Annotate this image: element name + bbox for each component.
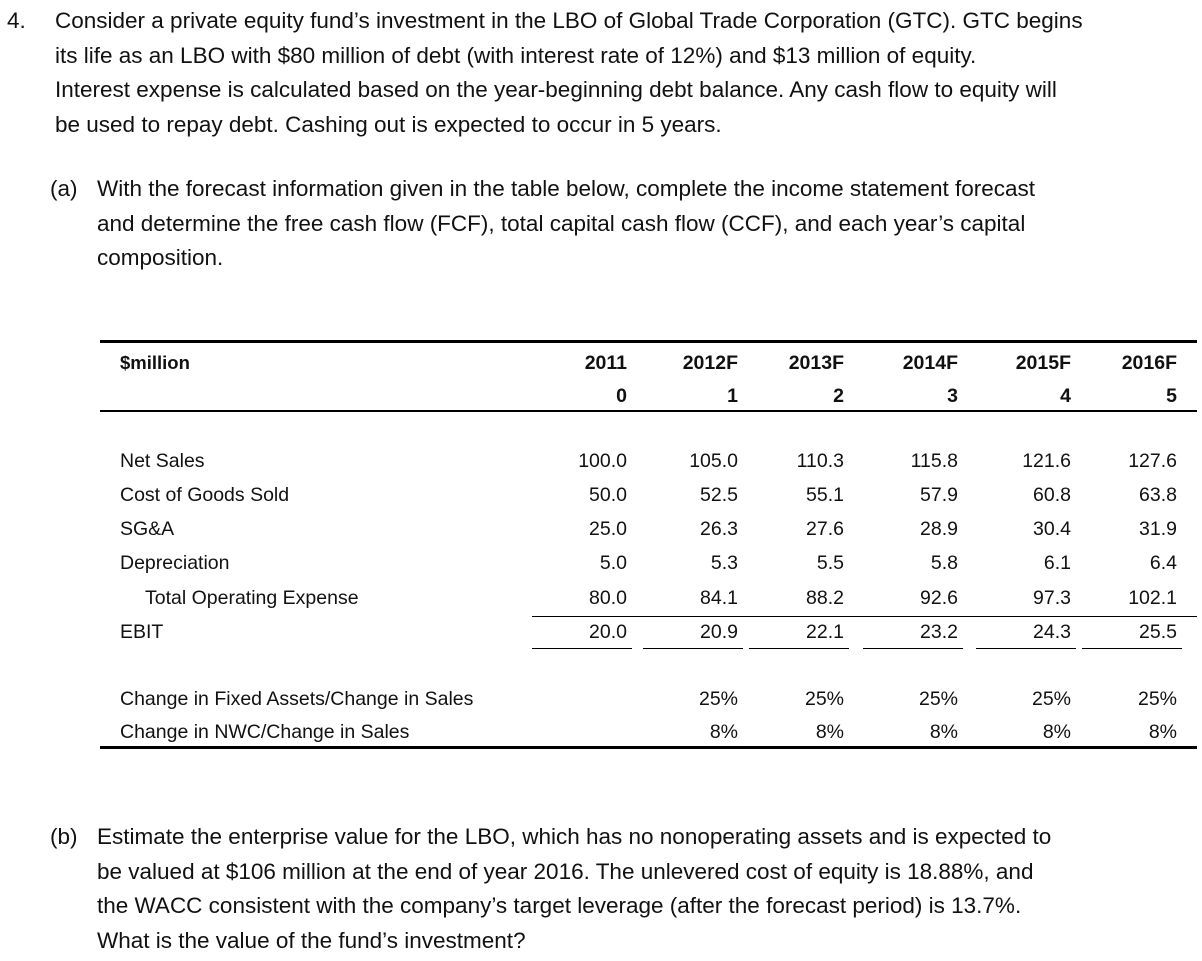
row-label: Depreciation [120,552,230,574]
ratio-cell: 25% [918,688,958,710]
table-cell: 127.6 [1128,450,1177,472]
table-cell: 22.1 [806,621,844,643]
ebit-rule [863,648,963,649]
ratio-cell: 8% [709,721,738,743]
ratio-label: Change in NWC/Change in Sales [120,721,410,743]
subtotal-rule [537,616,1197,617]
table-cell: 110.3 [796,450,844,472]
part-a-text: With the forecast information given in t… [97,172,1195,276]
table-cell: 57.9 [920,484,958,506]
table-cell: 115.8 [910,450,958,472]
table-cell: 20.0 [589,621,627,643]
period-header: 0 [616,385,627,407]
row-label: EBIT [120,621,164,643]
table-cell: 88.2 [806,587,844,609]
table-cell: 102.1 [1128,587,1177,609]
part-b-label: (b) [50,824,78,849]
part-b: (b) Estimate the enterprise value for th… [50,820,1195,958]
year-header: 2016F [1121,352,1177,374]
table-cell: 25.5 [1139,621,1177,643]
ratio-cell: 8% [1042,721,1071,743]
part-a: (a) With the forecast information given … [50,172,1195,276]
question-line: Interest expense is calculated based on … [55,77,1057,102]
table-cell: 5.5 [816,552,844,574]
period-header: 3 [947,385,958,407]
ebit-rule [532,648,632,649]
part-a-line: composition. [97,245,224,270]
ratio-cell: 8% [815,721,844,743]
table-cell: 52.5 [700,484,738,506]
unit-label: $million [120,352,190,373]
ratio-label: Change in Fixed Assets/Change in Sales [120,688,474,710]
table-cell: 6.4 [1149,552,1177,574]
table-cell: 25.0 [589,518,627,540]
question-line: be used to repay debt. Cashing out is ex… [55,111,722,137]
row-label: SG&A [120,518,175,540]
ratio-cell: 25% [1031,688,1071,710]
table-top-rule [100,340,1197,343]
part-a-line: With the forecast information given in t… [97,176,1035,201]
part-b-line: be valued at $106 million at the end of … [97,858,1034,884]
ebit-rule [749,648,849,649]
question-4: 4. Consider a private equity fund’s inve… [7,4,1197,142]
question-line: Consider a private equity fund’s investm… [55,8,1083,33]
table-cell: 20.9 [700,621,738,643]
table-cell: 50.0 [589,484,627,506]
ebit-rule [643,648,743,649]
ebit-rule [1082,648,1182,649]
year-header: 2011 [584,352,627,374]
year-header: 2015F [1015,352,1071,374]
header-bottom-rule [100,410,1197,412]
table-cell: 92.6 [920,587,958,609]
question-line: its life as an LBO with $80 million of d… [55,42,977,68]
table-cell: 100.0 [578,450,627,472]
part-a-line: and determine the free cash flow (FCF), … [97,210,1026,236]
ratio-cell: 25% [698,688,738,710]
part-a-label: (a) [50,176,78,201]
period-header: 1 [727,385,738,407]
ratio-cell: 25% [804,688,844,710]
period-header: 5 [1166,385,1177,407]
table-cell: 80.0 [589,587,627,609]
part-b-line: Estimate the enterprise value for the LB… [97,824,1052,849]
table-cell: 105.0 [689,450,738,472]
table-cell: 24.3 [1033,621,1071,643]
table-cell: 55.1 [806,484,844,506]
ebit-rule [976,648,1076,649]
row-label: Net Sales [120,450,205,472]
part-b-text: Estimate the enterprise value for the LB… [97,820,1195,958]
table-cell: 27.6 [806,518,844,540]
table-cell: 63.8 [1139,484,1177,506]
table-cell: 5.8 [930,552,958,574]
table-cell: 28.9 [920,518,958,540]
table-bottom-rule [100,746,1197,749]
ratio-cell: 8% [1148,721,1177,743]
period-header: 2 [833,385,844,407]
table-cell: 5.0 [599,552,627,574]
part-b-line: the WACC consistent with the company’s t… [97,893,1022,918]
table-cell: 6.1 [1043,552,1071,574]
ratio-cell: 25% [1137,688,1177,710]
table-cell: 31.9 [1139,518,1177,540]
row-label: Total Operating Expense [145,587,359,609]
row-label: Cost of Goods Sold [120,484,290,506]
year-header: 2012F [682,352,738,374]
table-cell: 30.4 [1033,518,1071,540]
table-cell: 84.1 [700,587,738,609]
year-header: 2013F [788,352,844,374]
part-b-line: What is the value of the fund’s investme… [97,927,526,953]
table-cell: 60.8 [1033,484,1071,506]
table-cell: 5.3 [710,552,738,574]
year-header: 2014F [902,352,958,374]
table-cell: 23.2 [920,621,958,643]
question-number: 4. [7,8,26,33]
period-header: 4 [1060,385,1071,407]
forecast-table: $million 2011 2012F 2013F 2014F 2015F 20… [100,340,1197,750]
table-cell: 97.3 [1033,587,1071,609]
question-text: Consider a private equity fund’s investm… [55,4,1197,142]
ratio-cell: 8% [929,721,958,743]
table-cell: 26.3 [700,518,738,540]
table-cell: 121.6 [1022,450,1071,472]
